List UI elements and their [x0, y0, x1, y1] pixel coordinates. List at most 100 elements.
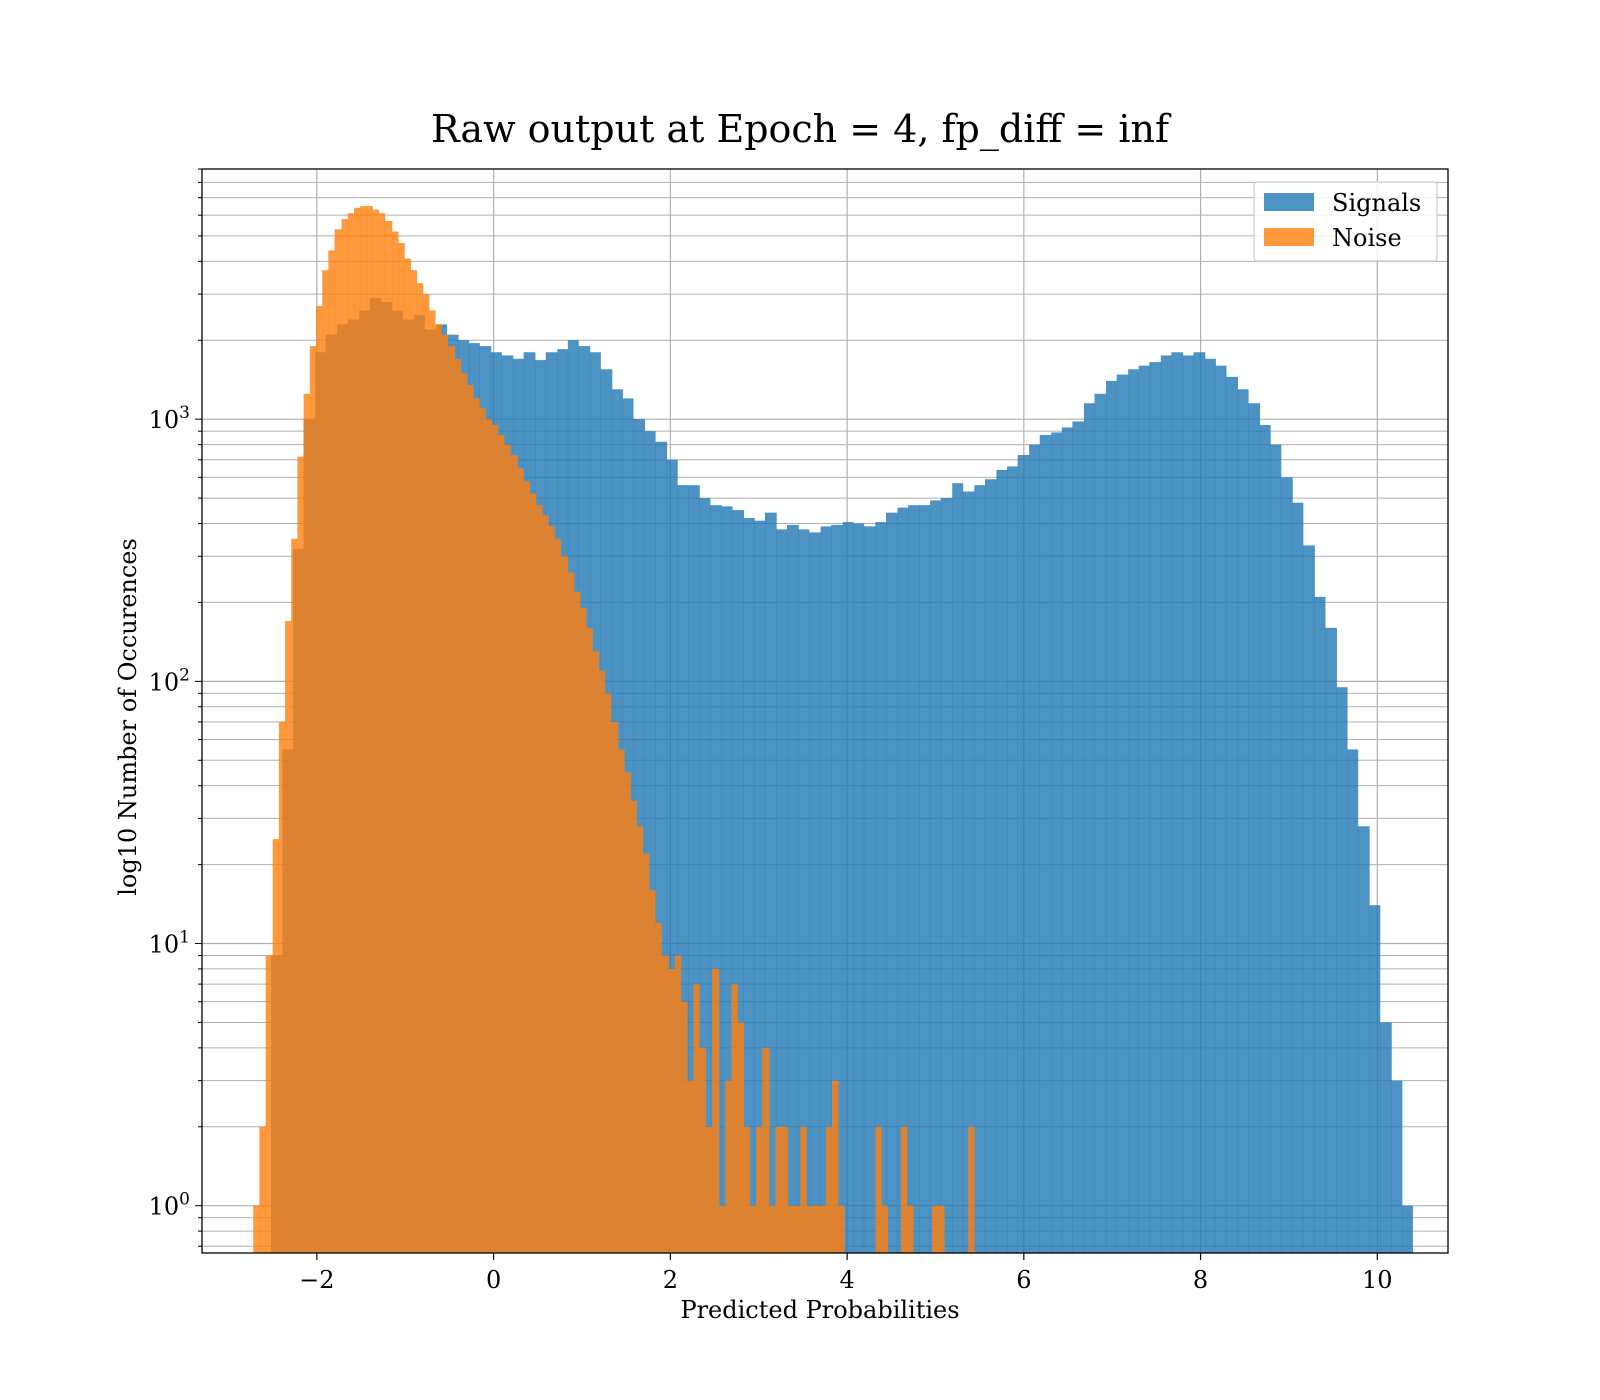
y-axis-label: log10 Number of Occurences: [114, 538, 142, 896]
signals-bar: [1325, 627, 1337, 1253]
noise-bar: [618, 749, 625, 1253]
signals-bar: [754, 520, 766, 1253]
signals-bar: [952, 483, 964, 1253]
x-tick-label: 0: [486, 1266, 501, 1294]
signals-bar: [1039, 435, 1052, 1253]
noise-bar: [473, 398, 480, 1253]
noise-bar: [416, 283, 424, 1253]
noise-bar: [523, 481, 531, 1253]
noise-bar: [769, 1205, 776, 1253]
noise-bar: [353, 207, 361, 1254]
signals-bar: [1248, 403, 1261, 1253]
noise-bar: [794, 1205, 801, 1253]
noise-bar: [687, 1080, 694, 1253]
noise-bar: [504, 444, 511, 1253]
noise-bar: [454, 358, 462, 1253]
signals-bar: [919, 505, 931, 1254]
x-axis-label: Predicted Probabilities: [680, 1296, 959, 1324]
noise-bar: [825, 1126, 833, 1253]
signals-bar: [1357, 826, 1370, 1253]
signals-bar: [655, 441, 668, 1253]
noise-bar: [259, 1126, 266, 1253]
noise-bar: [938, 1205, 945, 1253]
legend-label-noise: Noise: [1332, 224, 1402, 252]
legend-swatch-noise: [1264, 228, 1314, 246]
noise-bar: [560, 556, 569, 1253]
signals-bar: [1292, 502, 1304, 1253]
noise-bar: [529, 493, 537, 1253]
noise-bar: [749, 1205, 757, 1253]
axes: −2 0 2 4 6 8 10 100 101 102 103: [149, 168, 1449, 1294]
signals-bar: [962, 491, 975, 1253]
noise-bar: [554, 538, 562, 1253]
noise-bar: [315, 306, 323, 1254]
signals-bar: [853, 523, 865, 1253]
signals-bar: [677, 485, 689, 1253]
signals-bar: [1204, 358, 1216, 1253]
legend: Signals Noise: [1253, 181, 1438, 262]
noise-bar: [548, 526, 555, 1253]
chart-title: Raw output at Epoch = 4, fp_diff = inf: [431, 107, 1172, 152]
legend-label-signals: Signals: [1332, 189, 1421, 217]
noise-bar: [574, 591, 581, 1253]
signals-bar: [1280, 477, 1293, 1253]
noise-bar: [285, 620, 292, 1253]
y-tick-label: 101: [149, 928, 190, 959]
noise-bar: [680, 1001, 688, 1253]
noise-bar: [347, 213, 355, 1254]
noise-bar: [655, 922, 662, 1253]
noise-bar: [838, 1205, 845, 1253]
noise-bar: [818, 1205, 827, 1253]
noise-bar: [642, 853, 650, 1253]
noise-bar: [725, 1080, 732, 1253]
y-tick-label: 100: [149, 1190, 190, 1221]
signals-bar: [1193, 352, 1206, 1253]
x-tick-label: −2: [299, 1266, 334, 1294]
signals-bar: [1259, 425, 1271, 1253]
noise-bar: [649, 890, 656, 1253]
noise-bar: [611, 721, 619, 1253]
noise-bar: [806, 1205, 813, 1253]
noise-bar: [781, 1126, 789, 1253]
noise-bar: [705, 1126, 713, 1253]
x-tick-label: 10: [1362, 1266, 1393, 1294]
noise-bar: [624, 772, 631, 1253]
signals-bar: [1029, 444, 1041, 1253]
noise-bar: [743, 1126, 751, 1253]
noise-bar: [762, 1047, 770, 1253]
signals-bar: [1347, 749, 1359, 1253]
signals-bar: [1051, 432, 1063, 1253]
noise-bar: [398, 242, 405, 1253]
noise-bar: [441, 334, 448, 1253]
signals-bar: [1116, 374, 1129, 1254]
noise-bar: [429, 310, 436, 1253]
signals-bar: [666, 459, 678, 1254]
noise-bar: [668, 968, 676, 1253]
noise-bar: [580, 608, 587, 1253]
signals-bar: [885, 512, 898, 1253]
noise-bar: [265, 955, 273, 1253]
signals-bar: [1017, 455, 1030, 1253]
noise-bar: [968, 1126, 975, 1253]
noise-bar: [536, 505, 543, 1254]
signals-bar: [776, 529, 788, 1253]
signals-bar: [1402, 1205, 1413, 1253]
noise-bar: [756, 1126, 763, 1253]
signals-bar: [710, 505, 722, 1254]
signals-bar: [1149, 362, 1162, 1253]
noise-bar: [636, 826, 644, 1253]
x-tick-label: 4: [839, 1266, 854, 1294]
noise-bar: [303, 393, 311, 1253]
noise-bar: [592, 651, 600, 1253]
signals-bar: [940, 498, 953, 1253]
noise-bar: [291, 538, 298, 1253]
signals-bar: [1314, 596, 1326, 1253]
noise-bar: [460, 373, 468, 1254]
noise-bar: [737, 1022, 745, 1253]
noise-bars: [253, 206, 975, 1254]
signals-bar: [863, 526, 876, 1253]
noise-bar: [410, 270, 418, 1254]
signals-bar: [875, 522, 887, 1253]
signals-bar: [1379, 1022, 1392, 1253]
signals-bar: [1128, 369, 1140, 1253]
